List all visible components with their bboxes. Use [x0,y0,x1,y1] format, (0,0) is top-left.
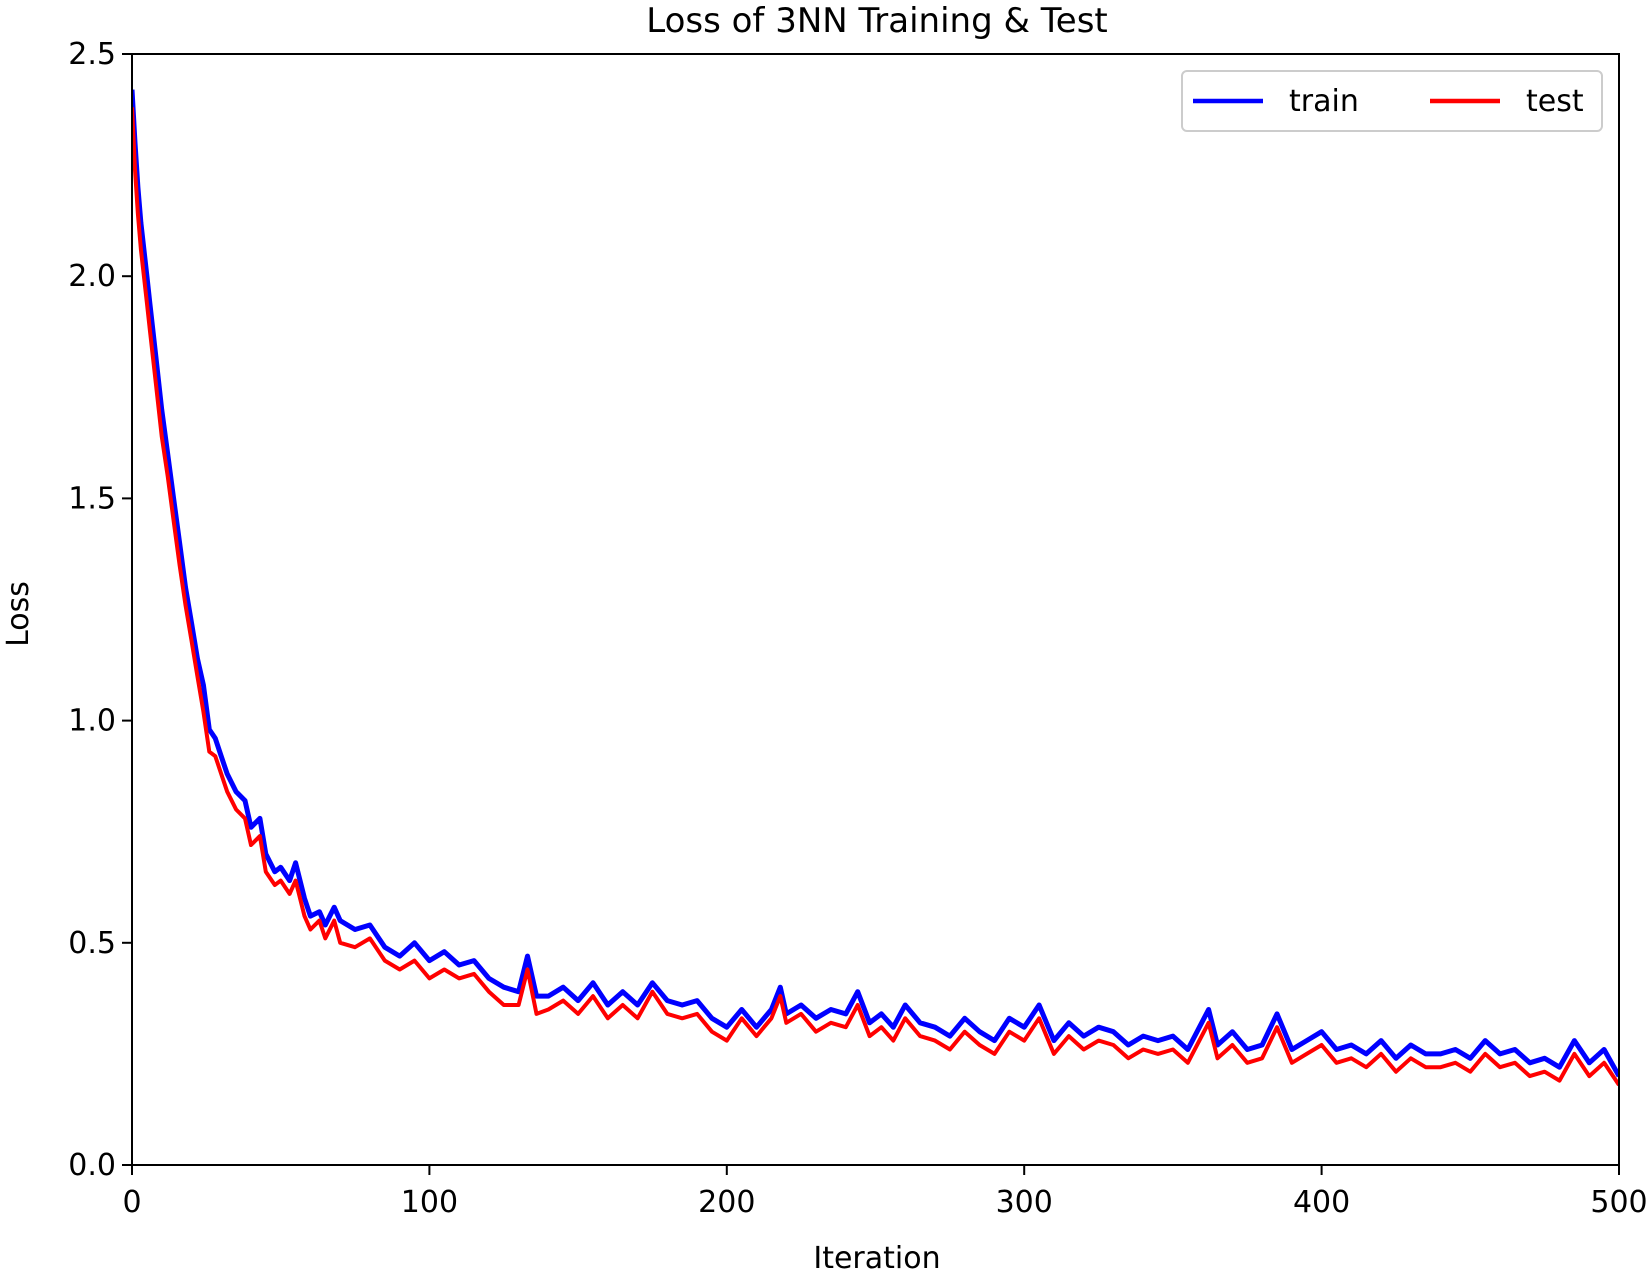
series-line-train [132,89,1619,1078]
x-tick-label: 0 [122,1185,141,1220]
x-tick-label: 200 [698,1185,755,1220]
x-tick-label: 100 [401,1185,458,1220]
series-line-test [132,107,1619,1087]
x-tick-label: 300 [996,1185,1053,1220]
x-tick-label: 500 [1590,1185,1647,1220]
y-tick-label: 2.0 [68,259,116,294]
y-tick-label: 1.0 [68,704,116,739]
y-tick-label: 0.0 [68,1148,116,1183]
axes-layer: 0 100 200 300 400 500 0.0 0.5 1.0 1.5 2.0 2.5 [68,37,1647,1220]
chart-title: Loss of 3NN Training & Test [646,1,1108,41]
y-tick-label: 1.5 [68,481,116,516]
series-layer [132,89,1619,1087]
legend: train test [1181,70,1603,132]
x-tick-label: 400 [1293,1185,1350,1220]
legend-frame [1181,70,1603,132]
y-tick-label: 0.5 [68,926,116,961]
y-tick-label: 2.5 [68,37,116,72]
y-axis-label: Loss [1,581,36,647]
plot-frame [131,53,1620,1166]
legend-train-label: train [1289,84,1359,119]
legend-test-label: test [1526,84,1584,119]
x-axis-label: Iteration [813,1241,940,1276]
